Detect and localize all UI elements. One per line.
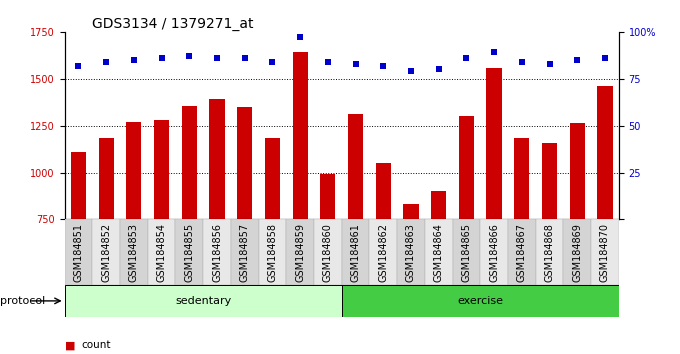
Text: GSM184856: GSM184856 xyxy=(212,223,222,282)
Point xyxy=(211,55,222,61)
Text: count: count xyxy=(82,340,111,350)
Text: GSM184853: GSM184853 xyxy=(129,223,139,282)
Bar xyxy=(397,219,425,285)
Bar xyxy=(564,219,591,285)
Text: ■: ■ xyxy=(65,340,75,350)
Bar xyxy=(237,107,252,219)
Bar xyxy=(286,219,314,285)
Text: GSM184863: GSM184863 xyxy=(406,223,416,282)
Text: sedentary: sedentary xyxy=(175,296,231,306)
Bar xyxy=(459,116,474,219)
Point xyxy=(600,55,611,61)
Point xyxy=(461,55,472,61)
Bar xyxy=(65,285,342,317)
Text: protocol: protocol xyxy=(0,296,46,306)
Bar xyxy=(71,152,86,219)
Point xyxy=(101,59,112,65)
Text: GSM184870: GSM184870 xyxy=(600,223,610,282)
Bar xyxy=(342,285,619,317)
Point xyxy=(433,67,444,72)
Bar xyxy=(292,52,308,219)
Text: GSM184851: GSM184851 xyxy=(73,223,84,282)
Bar xyxy=(175,219,203,285)
Bar xyxy=(453,219,480,285)
Text: GSM184866: GSM184866 xyxy=(489,223,499,282)
Bar xyxy=(209,99,224,219)
Bar xyxy=(597,86,613,219)
Point xyxy=(544,61,555,67)
Point xyxy=(489,50,500,55)
Bar xyxy=(591,219,619,285)
Text: GSM184861: GSM184861 xyxy=(351,223,360,282)
Bar xyxy=(431,191,446,219)
Point xyxy=(156,55,167,61)
Bar xyxy=(348,114,363,219)
Bar xyxy=(265,138,280,219)
Text: GSM184858: GSM184858 xyxy=(267,223,277,282)
Bar xyxy=(314,219,341,285)
Bar xyxy=(536,219,564,285)
Bar xyxy=(342,219,369,285)
Point xyxy=(267,59,278,65)
Bar xyxy=(375,163,391,219)
Text: GSM184852: GSM184852 xyxy=(101,223,111,282)
Point xyxy=(516,59,527,65)
Point xyxy=(322,59,333,65)
Text: GSM184857: GSM184857 xyxy=(240,223,250,282)
Bar xyxy=(182,106,197,219)
Point xyxy=(294,35,305,40)
Bar xyxy=(258,219,286,285)
Bar xyxy=(320,173,335,219)
Text: GSM184869: GSM184869 xyxy=(573,223,582,282)
Point xyxy=(350,61,361,67)
Point xyxy=(73,63,84,68)
Bar xyxy=(148,219,175,285)
Bar xyxy=(65,219,92,285)
Bar xyxy=(480,219,508,285)
Text: GSM184859: GSM184859 xyxy=(295,223,305,282)
Text: GSM184860: GSM184860 xyxy=(323,223,333,282)
Bar xyxy=(203,219,231,285)
Point xyxy=(572,57,583,63)
Bar xyxy=(99,138,114,219)
Bar xyxy=(542,143,557,219)
Point xyxy=(378,63,389,68)
Text: GSM184865: GSM184865 xyxy=(462,223,471,282)
Bar xyxy=(120,219,148,285)
Text: GSM184854: GSM184854 xyxy=(156,223,167,282)
Point xyxy=(129,57,139,63)
Text: exercise: exercise xyxy=(457,296,503,306)
Bar xyxy=(154,120,169,219)
Text: GSM184868: GSM184868 xyxy=(545,223,554,282)
Bar xyxy=(514,138,530,219)
Bar xyxy=(92,219,120,285)
Bar xyxy=(403,204,419,219)
Point xyxy=(184,53,194,59)
Bar xyxy=(425,219,453,285)
Bar xyxy=(486,68,502,219)
Bar xyxy=(508,219,536,285)
Point xyxy=(239,55,250,61)
Text: GSM184855: GSM184855 xyxy=(184,223,194,282)
Bar xyxy=(126,122,141,219)
Point xyxy=(405,68,416,74)
Bar xyxy=(570,123,585,219)
Bar xyxy=(369,219,397,285)
Text: GSM184864: GSM184864 xyxy=(434,223,443,282)
Text: GDS3134 / 1379271_at: GDS3134 / 1379271_at xyxy=(92,17,254,31)
Bar xyxy=(231,219,258,285)
Text: GSM184867: GSM184867 xyxy=(517,223,527,282)
Text: GSM184862: GSM184862 xyxy=(378,223,388,282)
